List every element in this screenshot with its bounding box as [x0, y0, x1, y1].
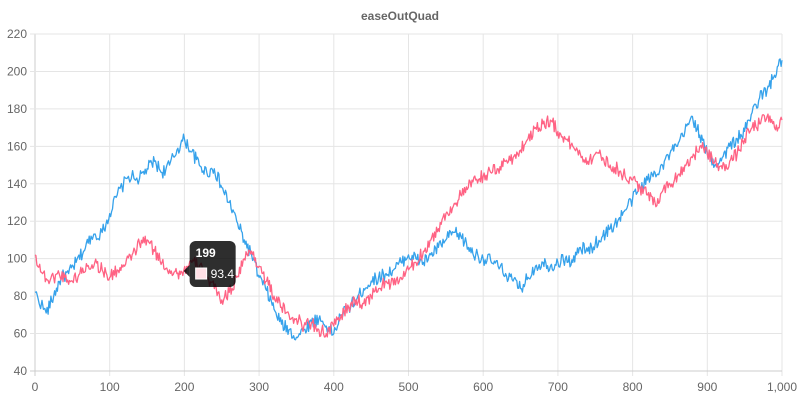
series-line-1 — [34, 58, 783, 341]
grid: 0 100 200 300 400 500 600 700 800 900 1,000 40 60 80 1… — [7, 27, 797, 394]
x-tick-label: 100 — [100, 380, 120, 394]
x-tick-label: 800 — [623, 380, 643, 394]
y-tick-label: 220 — [7, 27, 27, 41]
tooltip-swatch — [195, 267, 208, 280]
x-tick-label: 300 — [249, 380, 269, 394]
x-tick-label: 500 — [398, 380, 418, 394]
series-line-2 — [34, 113, 783, 338]
y-tick-label: 180 — [7, 102, 27, 116]
x-tick-label: 1,000 — [767, 380, 797, 394]
y-tick-label: 60 — [14, 327, 28, 341]
y-tick-label: 40 — [14, 364, 28, 378]
x-tick-label: 400 — [324, 380, 344, 394]
y-tick-label: 140 — [7, 177, 27, 191]
chart-title: easeOutQuad — [361, 9, 439, 23]
tooltip: 199 93.4 — [183, 241, 236, 288]
y-tick-label: 200 — [7, 64, 27, 78]
tooltip-title: 199 — [196, 246, 216, 260]
y-tick-label: 100 — [7, 252, 27, 266]
series-layer — [34, 58, 783, 341]
tooltip-value: 93.4 — [211, 267, 235, 281]
y-tick-label: 80 — [14, 289, 28, 303]
x-tick-label: 700 — [548, 380, 568, 394]
x-tick-label: 900 — [697, 380, 717, 394]
y-tick-label: 160 — [7, 139, 27, 153]
x-tick-label: 600 — [473, 380, 493, 394]
y-tick-label: 120 — [7, 214, 27, 228]
x-tick-label: 200 — [174, 380, 194, 394]
x-tick-label: 0 — [32, 380, 39, 394]
tooltip-caret — [183, 265, 190, 278]
